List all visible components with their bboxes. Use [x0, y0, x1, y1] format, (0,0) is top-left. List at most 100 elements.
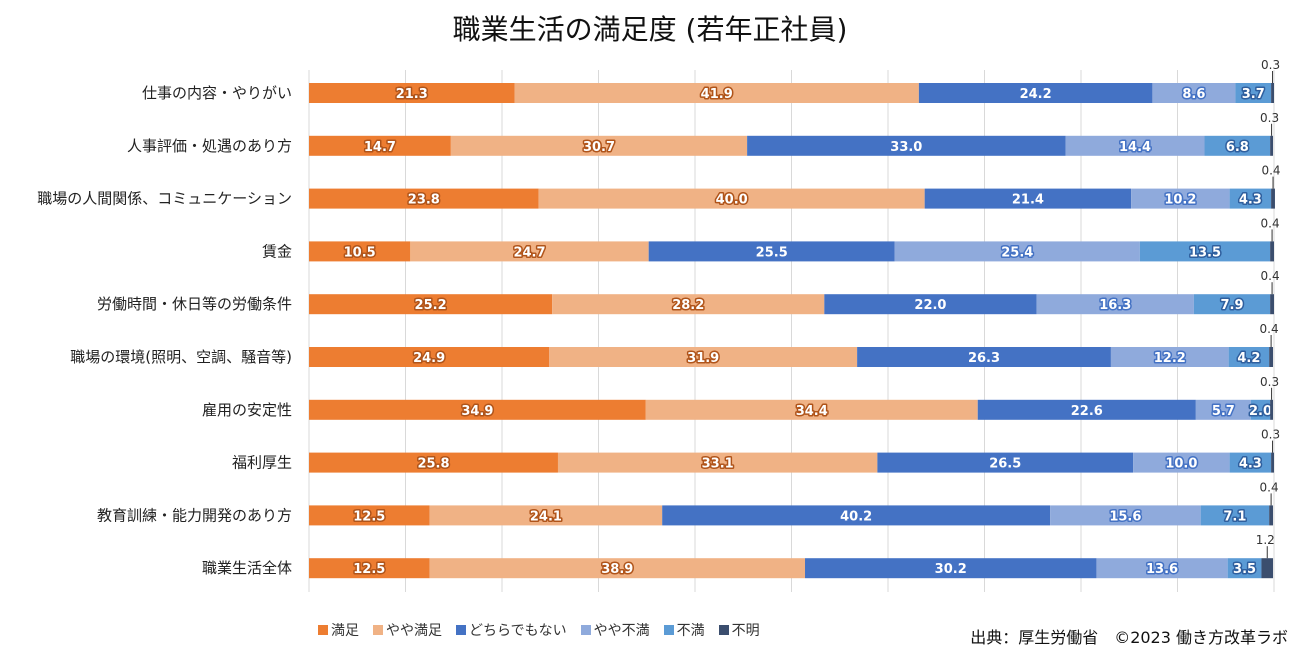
category-label: 仕事の内容・やりがい [142, 84, 292, 102]
bar-segment [450, 135, 748, 156]
data-label: 13.5 [1189, 245, 1221, 260]
legend-swatch [373, 625, 383, 635]
legend-item: 不明 [718, 620, 760, 640]
data-label: 30.7 [583, 140, 615, 155]
category-label: 賃金 [262, 242, 292, 260]
legend-label: どちらでもない [469, 623, 567, 639]
data-label: 5.7 [1212, 404, 1235, 419]
data-label: 24.2 [1020, 87, 1052, 102]
legend-item: 不満 [663, 620, 705, 640]
bar-segment [857, 347, 1111, 367]
bar-segment [977, 399, 1196, 420]
bar-segment [309, 399, 646, 420]
legend-item: 満足 [318, 620, 359, 640]
data-label: 12.2 [1154, 351, 1186, 366]
data-label: 14.4 [1119, 140, 1151, 155]
legend-label: やや不満 [593, 623, 650, 639]
data-label: 25.4 [1001, 245, 1033, 260]
data-label: 22.6 [1071, 404, 1103, 419]
legend-label: 不明 [731, 623, 760, 639]
bar-segment [1065, 135, 1205, 156]
data-label: 8.6 [1182, 87, 1205, 102]
bar-segment [429, 558, 806, 579]
bar-segment [1050, 505, 1201, 526]
data-label: 24.7 [513, 245, 545, 260]
bar-segment [894, 241, 1140, 262]
bar-segment [549, 347, 858, 367]
bar-segment [309, 241, 411, 262]
bar-segment [1200, 505, 1270, 526]
bar-segment [1096, 558, 1228, 579]
bar-segment [1269, 505, 1274, 526]
bar-segment [309, 188, 539, 209]
data-label: 38.9 [601, 562, 633, 577]
data-label: 24.1 [530, 509, 562, 524]
bar-segment [924, 188, 1132, 209]
bar-segment [1269, 347, 1274, 367]
data-label: 10.0 [1165, 457, 1197, 472]
data-label: 40.0 [716, 193, 748, 208]
bar-segment [824, 294, 1037, 315]
data-label: 31.9 [687, 351, 719, 366]
data-label: 10.5 [344, 245, 376, 260]
legend-label: やや満足 [386, 623, 442, 639]
bar-segment [1204, 135, 1271, 156]
bar-segment [538, 188, 925, 209]
legend-item: やや満足 [373, 620, 442, 640]
data-label: 7.1 [1223, 509, 1246, 524]
data-label: 33.1 [702, 457, 734, 472]
bar-segment [877, 452, 1134, 473]
bar-segment [309, 452, 558, 473]
data-label: 24.9 [413, 351, 445, 366]
bar-segment [309, 347, 550, 367]
category-label: 職場の環境(照明、空調、騒音等) [70, 348, 292, 366]
bar-segment [309, 558, 430, 579]
bar-segment [1250, 399, 1271, 420]
bar-segment [645, 399, 978, 420]
data-label: 0.3 [1260, 111, 1279, 125]
data-label: 33.0 [890, 140, 922, 155]
data-label: 14.7 [364, 140, 396, 155]
bar-segment [1228, 347, 1270, 367]
legend-label: 満足 [331, 623, 359, 639]
bar-segment [1270, 241, 1274, 262]
bar-segment [1131, 188, 1230, 209]
data-label: 21.4 [1012, 193, 1044, 208]
legend-swatch [318, 625, 328, 635]
data-label: 0.3 [1260, 375, 1279, 389]
legend-swatch [456, 625, 466, 635]
category-label: 雇用の安定性 [202, 401, 292, 419]
bar-segment [1235, 83, 1272, 103]
data-label: 13.6 [1146, 562, 1178, 577]
bar-segment [1270, 135, 1274, 156]
data-label: 1.2 [1256, 533, 1275, 547]
data-label: 3.7 [1242, 87, 1265, 102]
data-label: 0.4 [1260, 322, 1279, 336]
data-label: 41.9 [701, 87, 733, 102]
bar-segment [1271, 452, 1274, 473]
category-label: 職場の人間関係、コミュニケーション [37, 190, 292, 208]
data-label: 28.2 [672, 298, 704, 313]
bar-segment [1133, 452, 1230, 473]
category-label: 職業生活全体 [202, 559, 292, 577]
data-label: 7.9 [1221, 298, 1244, 313]
legend-swatch [663, 625, 674, 635]
data-label: 16.3 [1099, 298, 1131, 313]
bar-segment [1036, 294, 1194, 315]
category-label: 労働時間・休日等の労働条件 [97, 295, 292, 313]
legend-swatch [580, 625, 591, 635]
data-label: 34.4 [796, 404, 828, 419]
bar-segment [1261, 558, 1274, 579]
data-label: 40.2 [840, 509, 872, 524]
data-label: 25.8 [417, 457, 449, 472]
category-label: 人事評価・処遇のあり方 [127, 137, 292, 155]
data-label: 21.3 [396, 87, 428, 102]
bar-segment [747, 135, 1066, 156]
bar-segment [1229, 188, 1272, 209]
chart-title: 職業生活の満足度 (若年正社員) [452, 13, 848, 46]
data-label: 34.9 [461, 404, 493, 419]
data-label: 4.2 [1237, 351, 1260, 366]
bar-segment [309, 505, 430, 526]
data-label: 25.2 [415, 298, 447, 313]
data-label: 4.3 [1239, 457, 1262, 472]
